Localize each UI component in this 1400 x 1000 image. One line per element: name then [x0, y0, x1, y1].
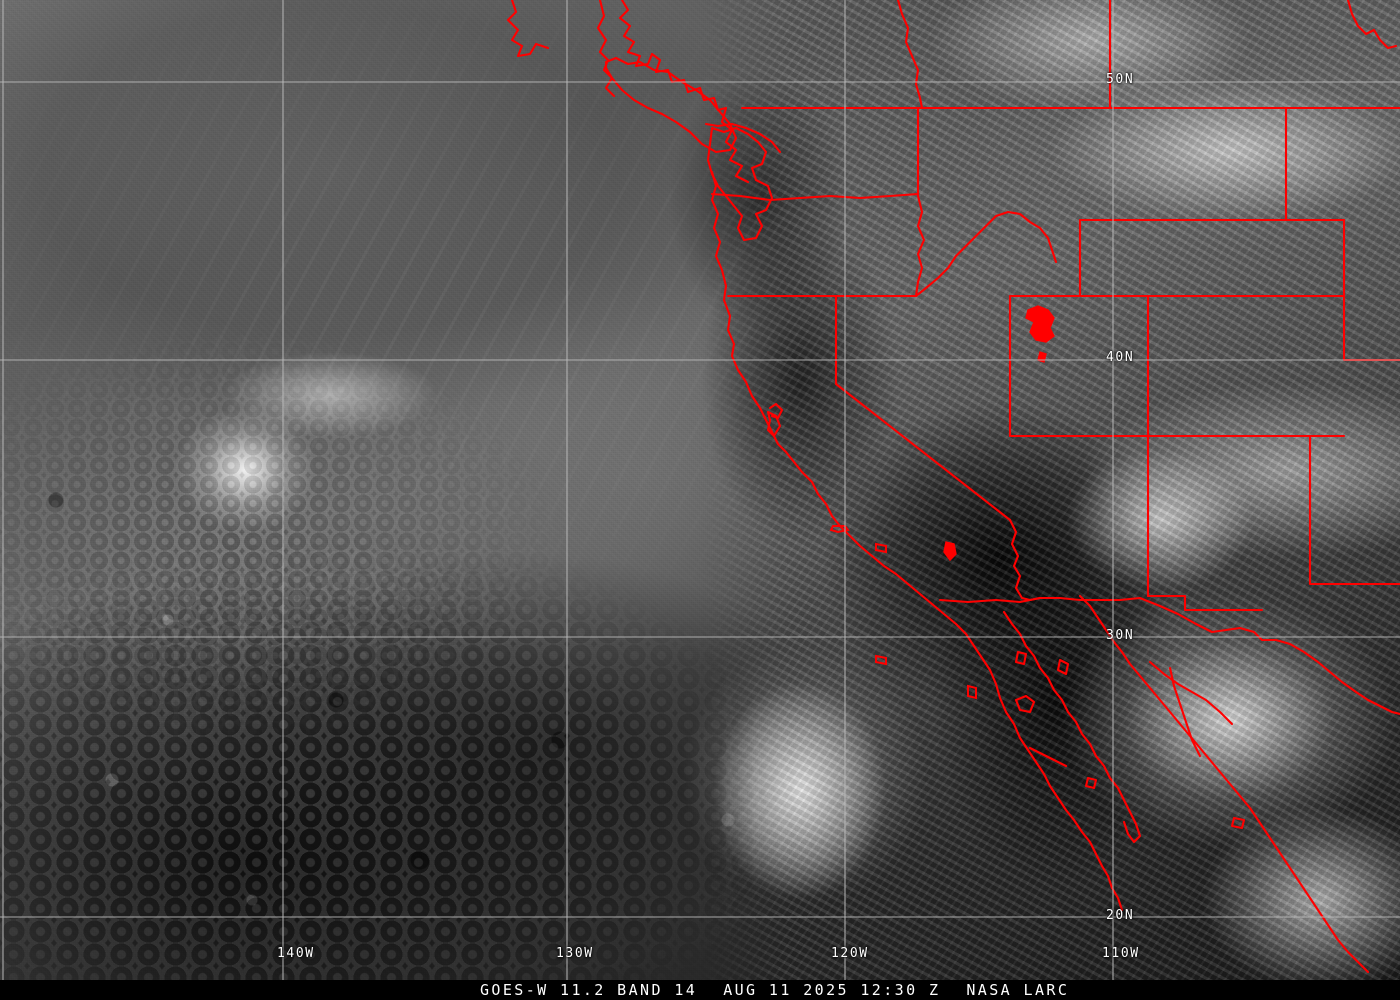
island-guadalupe [967, 684, 977, 700]
grid-label-lat-40n: 40N [1106, 350, 1135, 365]
lake-salton-sea [943, 541, 957, 562]
border-us-mexico [938, 596, 1400, 716]
border-mexico-state-sonora-chihuahua [1168, 666, 1202, 758]
image-caption-bar: GOES-W 11.2 BAND 14 AUG 11 2025 12:30 Z … [0, 980, 1400, 1000]
border-oregon-idaho [914, 194, 926, 298]
grid-label-lon-130w: 130W [556, 946, 594, 961]
island-san-clemente [875, 654, 887, 666]
border-arizona-california-colorado-river [1008, 518, 1042, 602]
coastline-baja-pacific [988, 668, 1124, 912]
grid-label-lon-110w: 110W [1102, 946, 1140, 961]
grid-label-lon-120w: 120W [831, 946, 869, 961]
border-mexico-state-inland [1148, 660, 1234, 726]
caption-source-label: NASA LARC [966, 981, 1070, 999]
coastline-british-columbia [506, 0, 550, 58]
border-baja-norte-sur [1028, 746, 1068, 768]
coastline-pacific-northwest-to-california [710, 170, 992, 672]
coastline-san-francisco-bay [766, 410, 782, 438]
island-channel-islands-west [829, 525, 850, 534]
coastline-puget-sound [706, 126, 774, 242]
caption-product-label: GOES-W 11.2 BAND 14 [480, 981, 698, 999]
coastline-mexico-mainland-west [1078, 594, 1370, 974]
border-washington-oregon [710, 192, 920, 202]
border-idaho-montana [914, 210, 1058, 298]
coastline-bahia-sebastian-vizcaino [1014, 694, 1036, 714]
grid-label-lat-50n: 50N [1106, 72, 1135, 87]
coastline-bc-inner [618, 0, 750, 184]
border-canada-northeast-jog [1346, 0, 1398, 50]
coastline-baja-gulf [1002, 610, 1142, 844]
coastline-strait-juan-de-fuca [704, 122, 782, 154]
border-california-nevada [834, 294, 1012, 522]
island-santa-catalina [875, 542, 887, 554]
island-baja-small-south [1084, 776, 1098, 790]
border-bc-alberta [896, 0, 924, 110]
coastline-vancouver-island [604, 56, 738, 154]
grid-label-lat-20n: 20N [1106, 908, 1135, 923]
border-arizona-new-mexico-south [1146, 594, 1264, 612]
grid-label-lon-140w: 140W [277, 946, 315, 961]
coastline-haida-gwaii [596, 0, 616, 98]
island-tiburon [1014, 650, 1028, 666]
lake-great-salt-lake [1025, 305, 1055, 343]
border-new-mexico-oklahoma-texas [1308, 434, 1400, 586]
island-angel-de-la-guarda [1056, 658, 1070, 676]
caption-timestamp-label: AUG 11 2025 12:30 Z [723, 981, 941, 999]
grid-label-lat-30n: 30N [1106, 628, 1135, 643]
island-marias [1230, 816, 1246, 830]
